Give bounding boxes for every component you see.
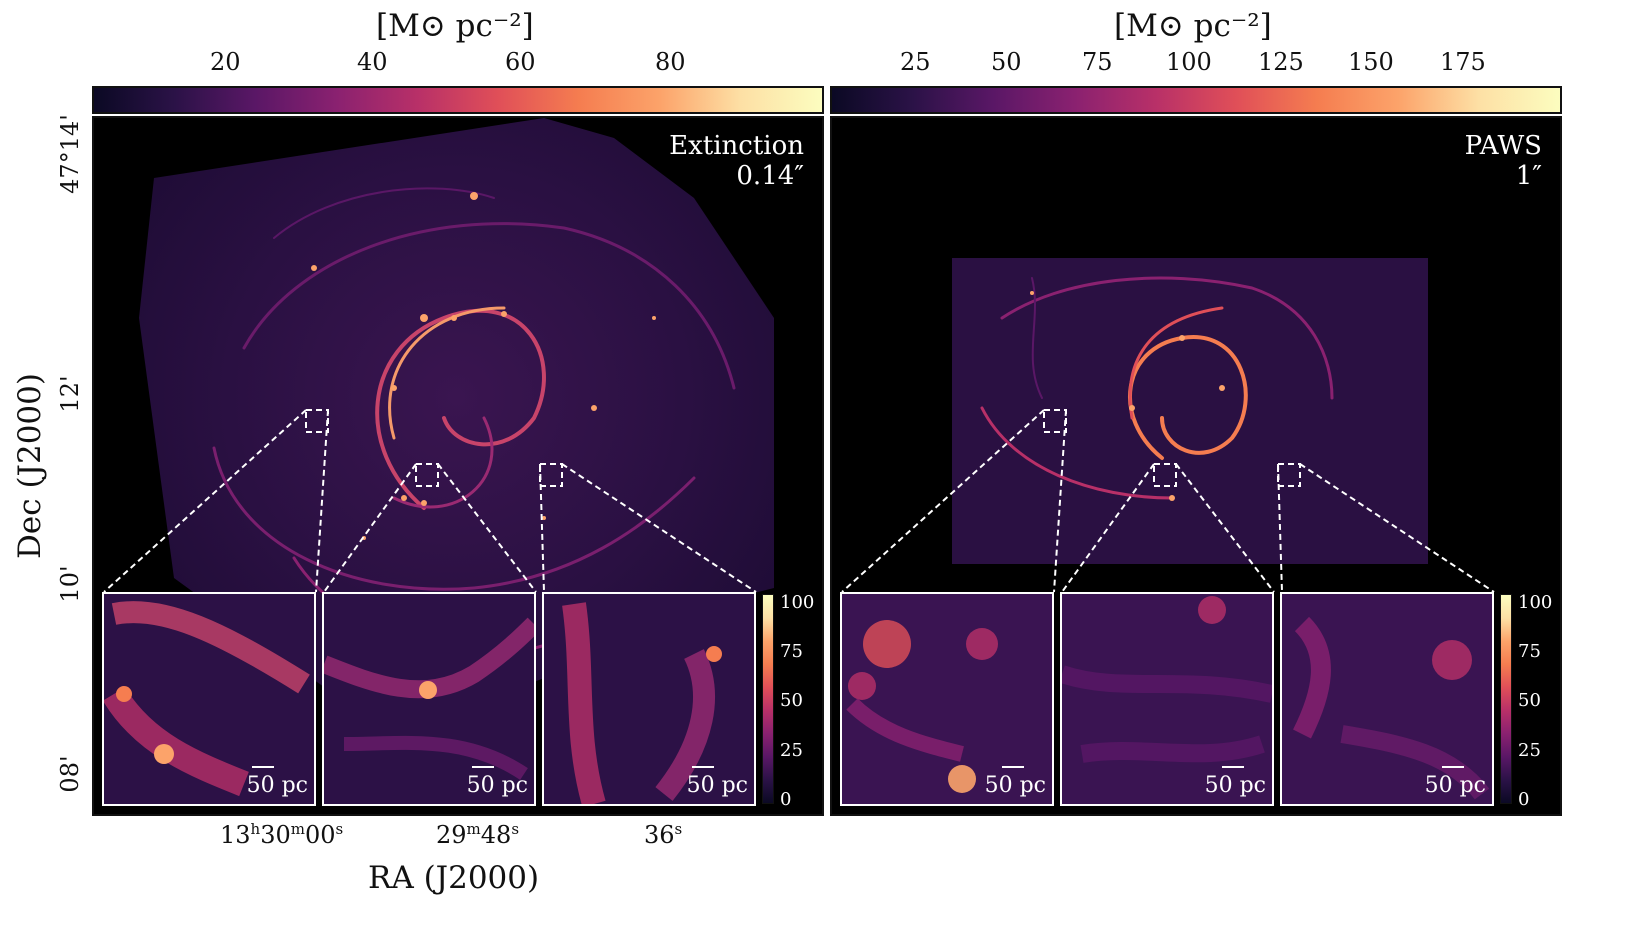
x-tick-1-end: 00: [305, 821, 336, 849]
right-colorbar-tick-150: 150: [1348, 48, 1394, 76]
right-galaxy-map: [841, 258, 1495, 593]
y-tick-10: 10': [56, 565, 84, 603]
right-inset-1-scalebar: [1002, 766, 1024, 768]
x-tick-1-sup3: s: [335, 820, 344, 838]
x-tick-1-mid: 30: [260, 821, 291, 849]
right-colorbar-tick-50: 50: [991, 48, 1022, 76]
right-colorbar-tick-75: 75: [1082, 48, 1113, 76]
right-inset-3-scale-label: 50 pc: [1424, 773, 1486, 798]
right-inset-3-scalebar: [1442, 766, 1464, 768]
right-panel-label-line2: 1″: [1515, 160, 1542, 191]
left-panel-label-line2: 0.14″: [736, 160, 804, 191]
left-inset-cbar-tick-25: 25: [780, 740, 803, 761]
left-inset-1: 50 pc: [102, 592, 316, 806]
right-inset-2: 50 pc: [1060, 592, 1274, 806]
right-inset-3: 50 pc: [1280, 592, 1494, 806]
x-axis-label: RA (J2000): [368, 860, 540, 896]
x-tick-3-sup1: s: [674, 820, 683, 838]
x-tick-2-sup1: m: [466, 820, 481, 838]
y-tick-47-14: 47°14': [56, 114, 84, 194]
right-inset-cbar-tick-50: 50: [1518, 690, 1541, 711]
left-colorbar-tick-80: 80: [655, 48, 686, 76]
y-tick-12: 12': [56, 375, 84, 413]
x-tick-2-sup2: s: [511, 820, 520, 838]
right-inset-cbar-tick-0: 0: [1518, 789, 1530, 810]
left-colorbar-tick-40: 40: [357, 48, 388, 76]
right-colorbar-unit: [M⊙ pc⁻²]: [1114, 8, 1272, 44]
left-inset-2-scale-label: 50 pc: [466, 773, 528, 798]
right-colorbar-tick-125: 125: [1258, 48, 1304, 76]
x-tick-13h30m00s: 13h30m00s: [220, 820, 343, 849]
right-inset-cbar-tick-25: 25: [1518, 740, 1541, 761]
x-tick-29m48s: 29m48s: [436, 820, 519, 849]
left-inset-cbar-tick-50: 50: [780, 690, 803, 711]
x-tick-3-main: 36: [644, 821, 675, 849]
left-colorbar-tick-60: 60: [505, 48, 536, 76]
left-inset-cbar-tick-75: 75: [780, 641, 803, 662]
y-axis-label: Dec (J2000): [12, 373, 48, 559]
left-galaxy-map: [103, 118, 774, 738]
right-inset-2-scale-label: 50 pc: [1204, 773, 1266, 798]
left-inset-cbar-tick-0: 0: [780, 789, 792, 810]
x-tick-1-sup1: h: [250, 820, 261, 838]
x-tick-2-main: 29: [436, 821, 467, 849]
left-inset-1-scale-label: 50 pc: [246, 773, 308, 798]
right-image-panel: PAWS 1″ 50 pc 50 pc 50 pc: [830, 116, 1562, 816]
left-inset-3-scale-label: 50 pc: [686, 773, 748, 798]
right-colorbar-tick-100: 100: [1166, 48, 1212, 76]
left-inset-colorbar: [762, 594, 774, 804]
x-tick-1-main: 13: [220, 821, 251, 849]
right-inset-1-scale-label: 50 pc: [984, 773, 1046, 798]
left-colorbar-unit: [M⊙ pc⁻²]: [376, 8, 534, 44]
right-inset-cbar-tick-75: 75: [1518, 641, 1541, 662]
right-colorbar-tick-25: 25: [900, 48, 931, 76]
x-tick-2-mid: 48: [480, 821, 512, 849]
left-panel-label-line1: Extinction: [669, 131, 804, 161]
right-panel-label-line1: PAWS: [1464, 131, 1542, 161]
left-inset-3: 50 pc: [542, 592, 756, 806]
left-inset-3-scalebar: [692, 766, 714, 768]
right-inset-colorbar: [1500, 594, 1512, 804]
right-panel-label: PAWS 1″: [1464, 131, 1542, 192]
left-colorbar-tick-20: 20: [210, 48, 241, 76]
right-inset-1: 50 pc: [840, 592, 1054, 806]
right-inset-2-scalebar: [1222, 766, 1244, 768]
left-inset-2-scalebar: [472, 766, 494, 768]
left-image-panel: Extinction 0.14″ 50 pc 50 pc 50 pc: [92, 116, 824, 816]
y-tick-08: 08': [56, 755, 84, 793]
left-inset-cbar-tick-100: 100: [780, 592, 815, 613]
x-tick-1-sup2: m: [290, 820, 305, 838]
left-inset-1-scalebar: [252, 766, 274, 768]
x-tick-36s: 36s: [644, 820, 682, 849]
left-inset-2: 50 pc: [322, 592, 536, 806]
right-colorbar: [830, 86, 1562, 114]
right-inset-cbar-tick-100: 100: [1518, 592, 1553, 613]
left-colorbar: [92, 86, 824, 114]
right-colorbar-tick-175: 175: [1440, 48, 1486, 76]
left-panel-label: Extinction 0.14″: [669, 131, 804, 192]
